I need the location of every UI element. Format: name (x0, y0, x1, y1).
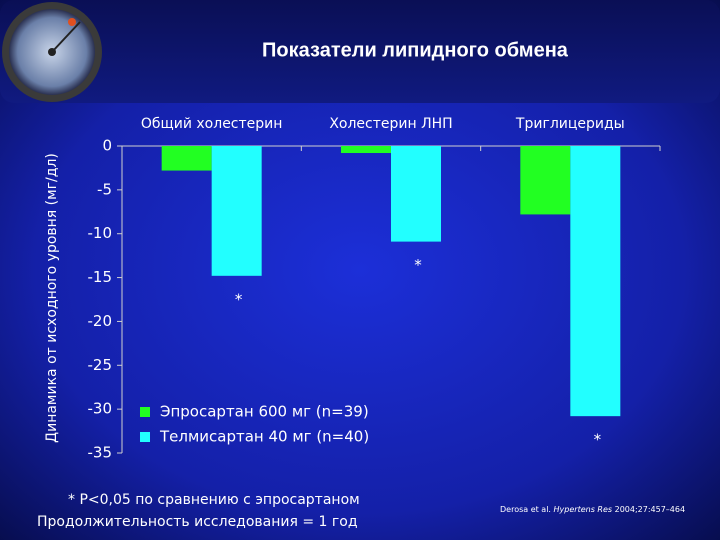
significance-marker: * (414, 256, 422, 274)
y-tick-label: -5 (97, 180, 112, 198)
gauge-icon (2, 2, 102, 102)
citation: Derosa et al. Hypertens Res 2004;27:457–… (500, 505, 685, 514)
x-tick-label: Общий холестерин (141, 116, 283, 132)
y-tick-label: -25 (88, 356, 113, 374)
y-axis-label: Динамика от исходного уровня (мг/дл) (44, 153, 60, 443)
y-tick-label: -35 (88, 444, 113, 462)
chart-title: Показатели липидного обмена (262, 39, 569, 61)
header-band (0, 0, 720, 103)
y-tick-label: -20 (88, 312, 113, 330)
legend-swatch (140, 432, 150, 442)
citation-authors: Derosa et al. (500, 505, 551, 514)
bar (211, 146, 262, 276)
bar (341, 146, 391, 154)
citation-details: 2004;27:457–464 (615, 505, 685, 514)
legend-swatch (140, 407, 150, 417)
x-tick-label: Холестерин ЛНП (329, 116, 452, 132)
significance-marker: * (594, 431, 602, 449)
y-tick-label: -10 (88, 224, 113, 242)
citation-journal: Hypertens Res (554, 505, 613, 514)
x-tick-label: Триглицериды (515, 116, 625, 132)
significance-marker: * (235, 290, 243, 308)
bar (161, 146, 212, 171)
legend-label: Эпросартан 600 мг (n=39) (160, 403, 369, 421)
legend-label: Телмисартан 40 мг (n=40) (159, 428, 369, 446)
bar (391, 146, 441, 242)
bar (570, 146, 621, 417)
y-tick-label: -30 (88, 400, 113, 418)
y-tick-label: 0 (102, 137, 112, 155)
footnote: * P<0,05 по сравнению с эпросартаном (68, 492, 360, 508)
bar (520, 146, 571, 215)
plot-area: 0 -5 -10 -15 -20 -25 -30 -35 Общий холестерин * Хо… (88, 116, 661, 462)
y-tick-label: -15 (88, 268, 113, 286)
footnote: Продолжительность исследования = 1 год (37, 514, 358, 530)
